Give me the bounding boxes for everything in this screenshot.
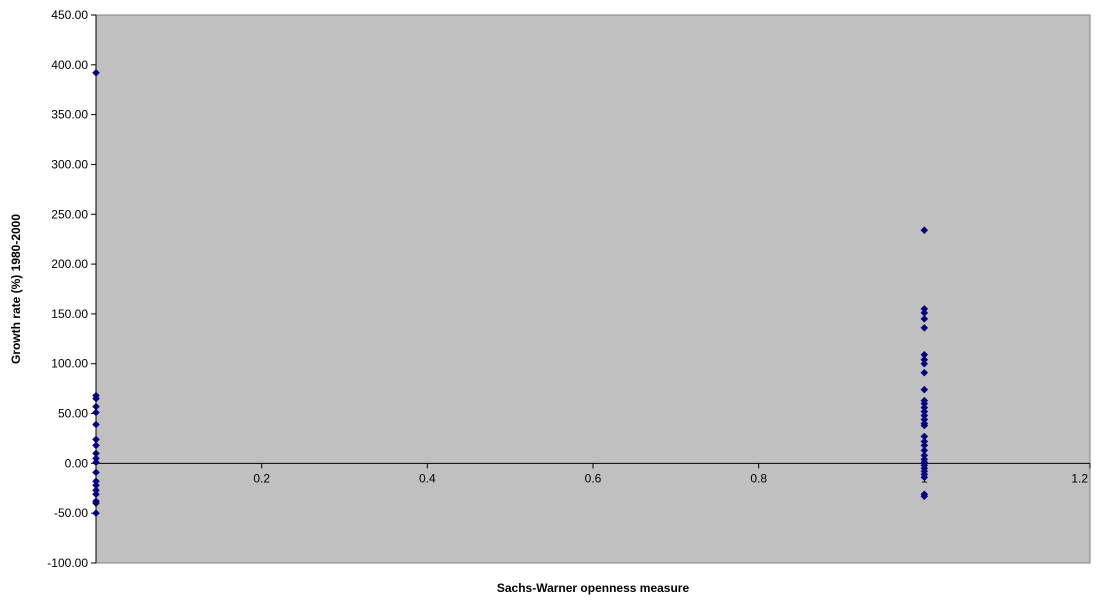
- data-point: [920, 315, 929, 323]
- y-tick-label: 200.00: [51, 257, 88, 271]
- data-point: [92, 509, 100, 518]
- data-points: [92, 68, 929, 518]
- data-point: [920, 324, 929, 332]
- x-axis-title: Sachs-Warner openness measure: [497, 581, 690, 595]
- data-point: [920, 421, 929, 430]
- y-tick-label: 150.00: [51, 307, 88, 321]
- data-point: [920, 226, 929, 235]
- x-tick-label: 0.4: [419, 471, 436, 485]
- data-point: [92, 458, 100, 467]
- y-tick-label: 400.00: [51, 58, 88, 72]
- y-axis: 450.00 400.00 350.00 300.00 250.00 200.00 150.…: [47, 8, 97, 570]
- data-point: [92, 408, 100, 417]
- y-tick-label: -100.00: [47, 556, 88, 570]
- y-tick-label: 450.00: [51, 8, 88, 22]
- data-point: [92, 468, 100, 477]
- data-point: [920, 359, 929, 368]
- data-point: [92, 68, 100, 77]
- y-tick-label: 50.00: [58, 407, 88, 421]
- y-tick-label: 300.00: [51, 157, 88, 171]
- data-point: [920, 368, 929, 377]
- x-tick-label: 0.8: [750, 471, 767, 485]
- data-point: [920, 492, 929, 501]
- data-point: [92, 394, 100, 403]
- y-tick-label: 250.00: [51, 207, 88, 221]
- y-tick-label: 0.00: [65, 456, 89, 470]
- data-point: [92, 420, 100, 429]
- data-point: [920, 385, 929, 394]
- y-tick-label: -50.00: [54, 506, 88, 520]
- data-point: [92, 441, 100, 450]
- x-tick-label: 0.6: [585, 471, 602, 485]
- data-point: [920, 473, 929, 482]
- y-tick-label: 100.00: [51, 357, 88, 371]
- y-tick-label: 350.00: [51, 108, 88, 122]
- data-point: [92, 499, 100, 508]
- x-tick-label: 1.2: [1071, 471, 1088, 485]
- x-tick-label: 0.2: [253, 471, 270, 485]
- y-axis-title: Growth rate (%) 1980-2000: [9, 214, 23, 364]
